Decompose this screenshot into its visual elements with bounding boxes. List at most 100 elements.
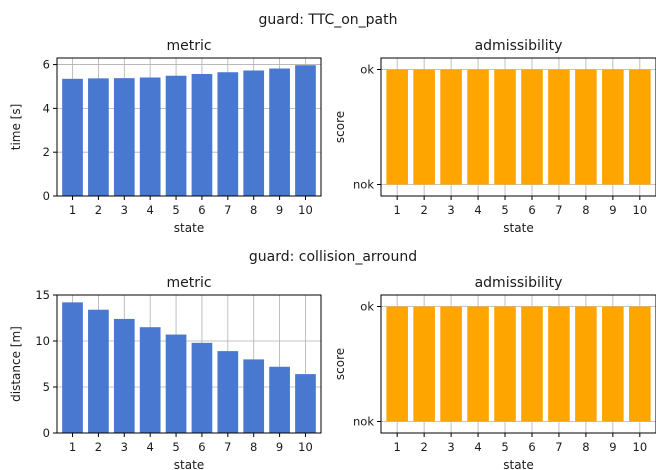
- panel-3-xtick-label-6: 6: [198, 440, 205, 454]
- panel-2-xtick-label-1: 1: [394, 203, 401, 217]
- panel-1-xtick-label-3: 3: [121, 203, 128, 217]
- panel-3-xlabel: state: [174, 458, 204, 470]
- panel-4-ylabel: score: [333, 348, 347, 380]
- panel-3-title: metric: [166, 275, 211, 291]
- panel-4-xtick-label-2: 2: [420, 440, 427, 454]
- panel-4-xtick-label-4: 4: [474, 440, 481, 454]
- panel-1-bar-5: [165, 75, 187, 196]
- panel-1-bar-8: [243, 70, 265, 196]
- panel-3-ylabel: distance [m]: [9, 326, 23, 402]
- panel-4-bar-10: [629, 306, 651, 422]
- panel-2-xtick-label-8: 8: [582, 203, 589, 217]
- panel-2-xtick-label-5: 5: [501, 203, 508, 217]
- panel-2-bar-1: [386, 69, 408, 185]
- panel-2-title: admissibility: [475, 38, 563, 54]
- panel-2-bar-8: [575, 69, 597, 185]
- panel-3-xtick-label-8: 8: [250, 440, 257, 454]
- panel-3-xtick-label-4: 4: [147, 440, 154, 454]
- panel-3-bar-7: [217, 351, 239, 433]
- panel-2-bar-3: [440, 69, 462, 185]
- panel-4-bar-3: [440, 306, 462, 422]
- panel-2-xtick-label-10: 10: [633, 203, 648, 217]
- panel-3-xtick-label-3: 3: [121, 440, 128, 454]
- panel-2-bar-9: [602, 69, 624, 185]
- section-title-1: guard: TTC_on_path: [259, 12, 398, 28]
- panel-3-ytick-label-1: 5: [43, 380, 50, 394]
- panel-1-xtick-label-2: 2: [95, 203, 102, 217]
- panel-3-xtick-label-1: 1: [69, 440, 76, 454]
- panel-2-bar-2: [413, 69, 435, 185]
- panel-4-xtick-label-10: 10: [633, 440, 648, 454]
- panel-3-xtick-label-5: 5: [172, 440, 179, 454]
- panel-3-xtick-label-7: 7: [224, 440, 231, 454]
- panel-2-frame: [380, 57, 656, 197]
- panel-2: 1 2 3 4 5 6 7 8 9 10 nok ok admissibility state score: [333, 38, 656, 235]
- panel-2-bar-7: [548, 69, 570, 185]
- panel-1-xtick-label-5: 5: [172, 203, 179, 217]
- panel-1-frame: [56, 57, 322, 197]
- panel-4-frame: [380, 294, 656, 434]
- panel-3-ytick-label-2: 10: [35, 334, 50, 348]
- panel-1-xtick-label-9: 9: [276, 203, 283, 217]
- panel-1-ytick-label-1: 2: [43, 145, 50, 159]
- panel-4-xtick-label-7: 7: [555, 440, 562, 454]
- panel-3-xtick-label-9: 9: [276, 440, 283, 454]
- panel-3-bar-5: [165, 334, 187, 433]
- panel-3-bar-6: [191, 342, 213, 433]
- panel-4-bar-2: [413, 306, 435, 422]
- panel-2-xtick-label-2: 2: [420, 203, 427, 217]
- panel-3: 1 2 3 4 5 6 7 8 9 10 0 5 10 15 metric state distance [m]: [9, 275, 322, 470]
- panel-3-ytick-label-3: 15: [35, 288, 50, 302]
- panel-3-bar-10: [295, 374, 316, 433]
- panel-1-bar-7: [217, 72, 239, 196]
- panel-3-bar-9: [269, 366, 290, 433]
- panel-1-ytick-label-3: 6: [43, 58, 50, 72]
- panel-2-xtick-label-7: 7: [555, 203, 562, 217]
- panel-4-bar-5: [494, 306, 516, 422]
- panel-2-xlabel: state: [503, 221, 533, 235]
- panel-4-bar-1: [386, 306, 408, 422]
- panel-2-bar-4: [467, 69, 489, 185]
- panel-1-xtick-label-1: 1: [69, 203, 76, 217]
- section-title-2: guard: collision_arround: [249, 249, 417, 265]
- panel-4-xtick-label-5: 5: [501, 440, 508, 454]
- panel-3-ytick-label-0: 0: [43, 426, 50, 440]
- panel-3-bar-1: [62, 302, 83, 433]
- panel-1-xtick-label-7: 7: [224, 203, 231, 217]
- panel-4-bar-6: [521, 306, 543, 422]
- panel-1-ylabel: time [s]: [9, 104, 23, 151]
- panel-3-frame: [56, 294, 322, 434]
- panel-4-bar-9: [602, 306, 624, 422]
- panel-1-bar-10: [295, 65, 316, 196]
- panel-2-ylabel: score: [333, 111, 347, 143]
- panel-2-bar-6: [521, 69, 543, 185]
- panel-4-bar-8: [575, 306, 597, 422]
- panel-2-xtick-label-3: 3: [447, 203, 454, 217]
- panel-3-xtick-label-10: 10: [298, 440, 313, 454]
- panel-4-ytick-label-1: ok: [360, 300, 374, 314]
- panel-1: 1 2 3 4 5 6 7 8 9 10 0 2 4 6 metric state time [s]: [9, 38, 322, 235]
- panel-2-ytick-label-1: ok: [360, 63, 374, 77]
- panel-2-xtick-label-4: 4: [474, 203, 481, 217]
- panel-2-xtick-label-9: 9: [609, 203, 616, 217]
- panel-4: 1 2 3 4 5 6 7 8 9 10 nok ok admissibility state score: [333, 275, 656, 470]
- panel-1-xtick-label-8: 8: [250, 203, 257, 217]
- panel-1-ytick-label-2: 4: [43, 101, 50, 115]
- panel-2-xtick-label-6: 6: [528, 203, 535, 217]
- panel-4-title: admissibility: [475, 275, 563, 291]
- panel-1-bar-9: [269, 68, 290, 196]
- panel-4-xtick-label-6: 6: [528, 440, 535, 454]
- panel-1-ytick-label-0: 0: [43, 189, 50, 203]
- panel-4-xtick-label-9: 9: [609, 440, 616, 454]
- panel-4-xtick-label-3: 3: [447, 440, 454, 454]
- panel-1-xlabel: state: [174, 221, 204, 235]
- panel-1-xtick-label-4: 4: [147, 203, 154, 217]
- panel-3-bar-4: [139, 327, 161, 433]
- panel-1-xtick-label-6: 6: [198, 203, 205, 217]
- panel-1-xtick-label-10: 10: [298, 203, 313, 217]
- panel-1-bar-3: [113, 78, 135, 196]
- panel-4-ytick-label-0: nok: [353, 415, 374, 429]
- panel-3-bar-8: [243, 359, 265, 433]
